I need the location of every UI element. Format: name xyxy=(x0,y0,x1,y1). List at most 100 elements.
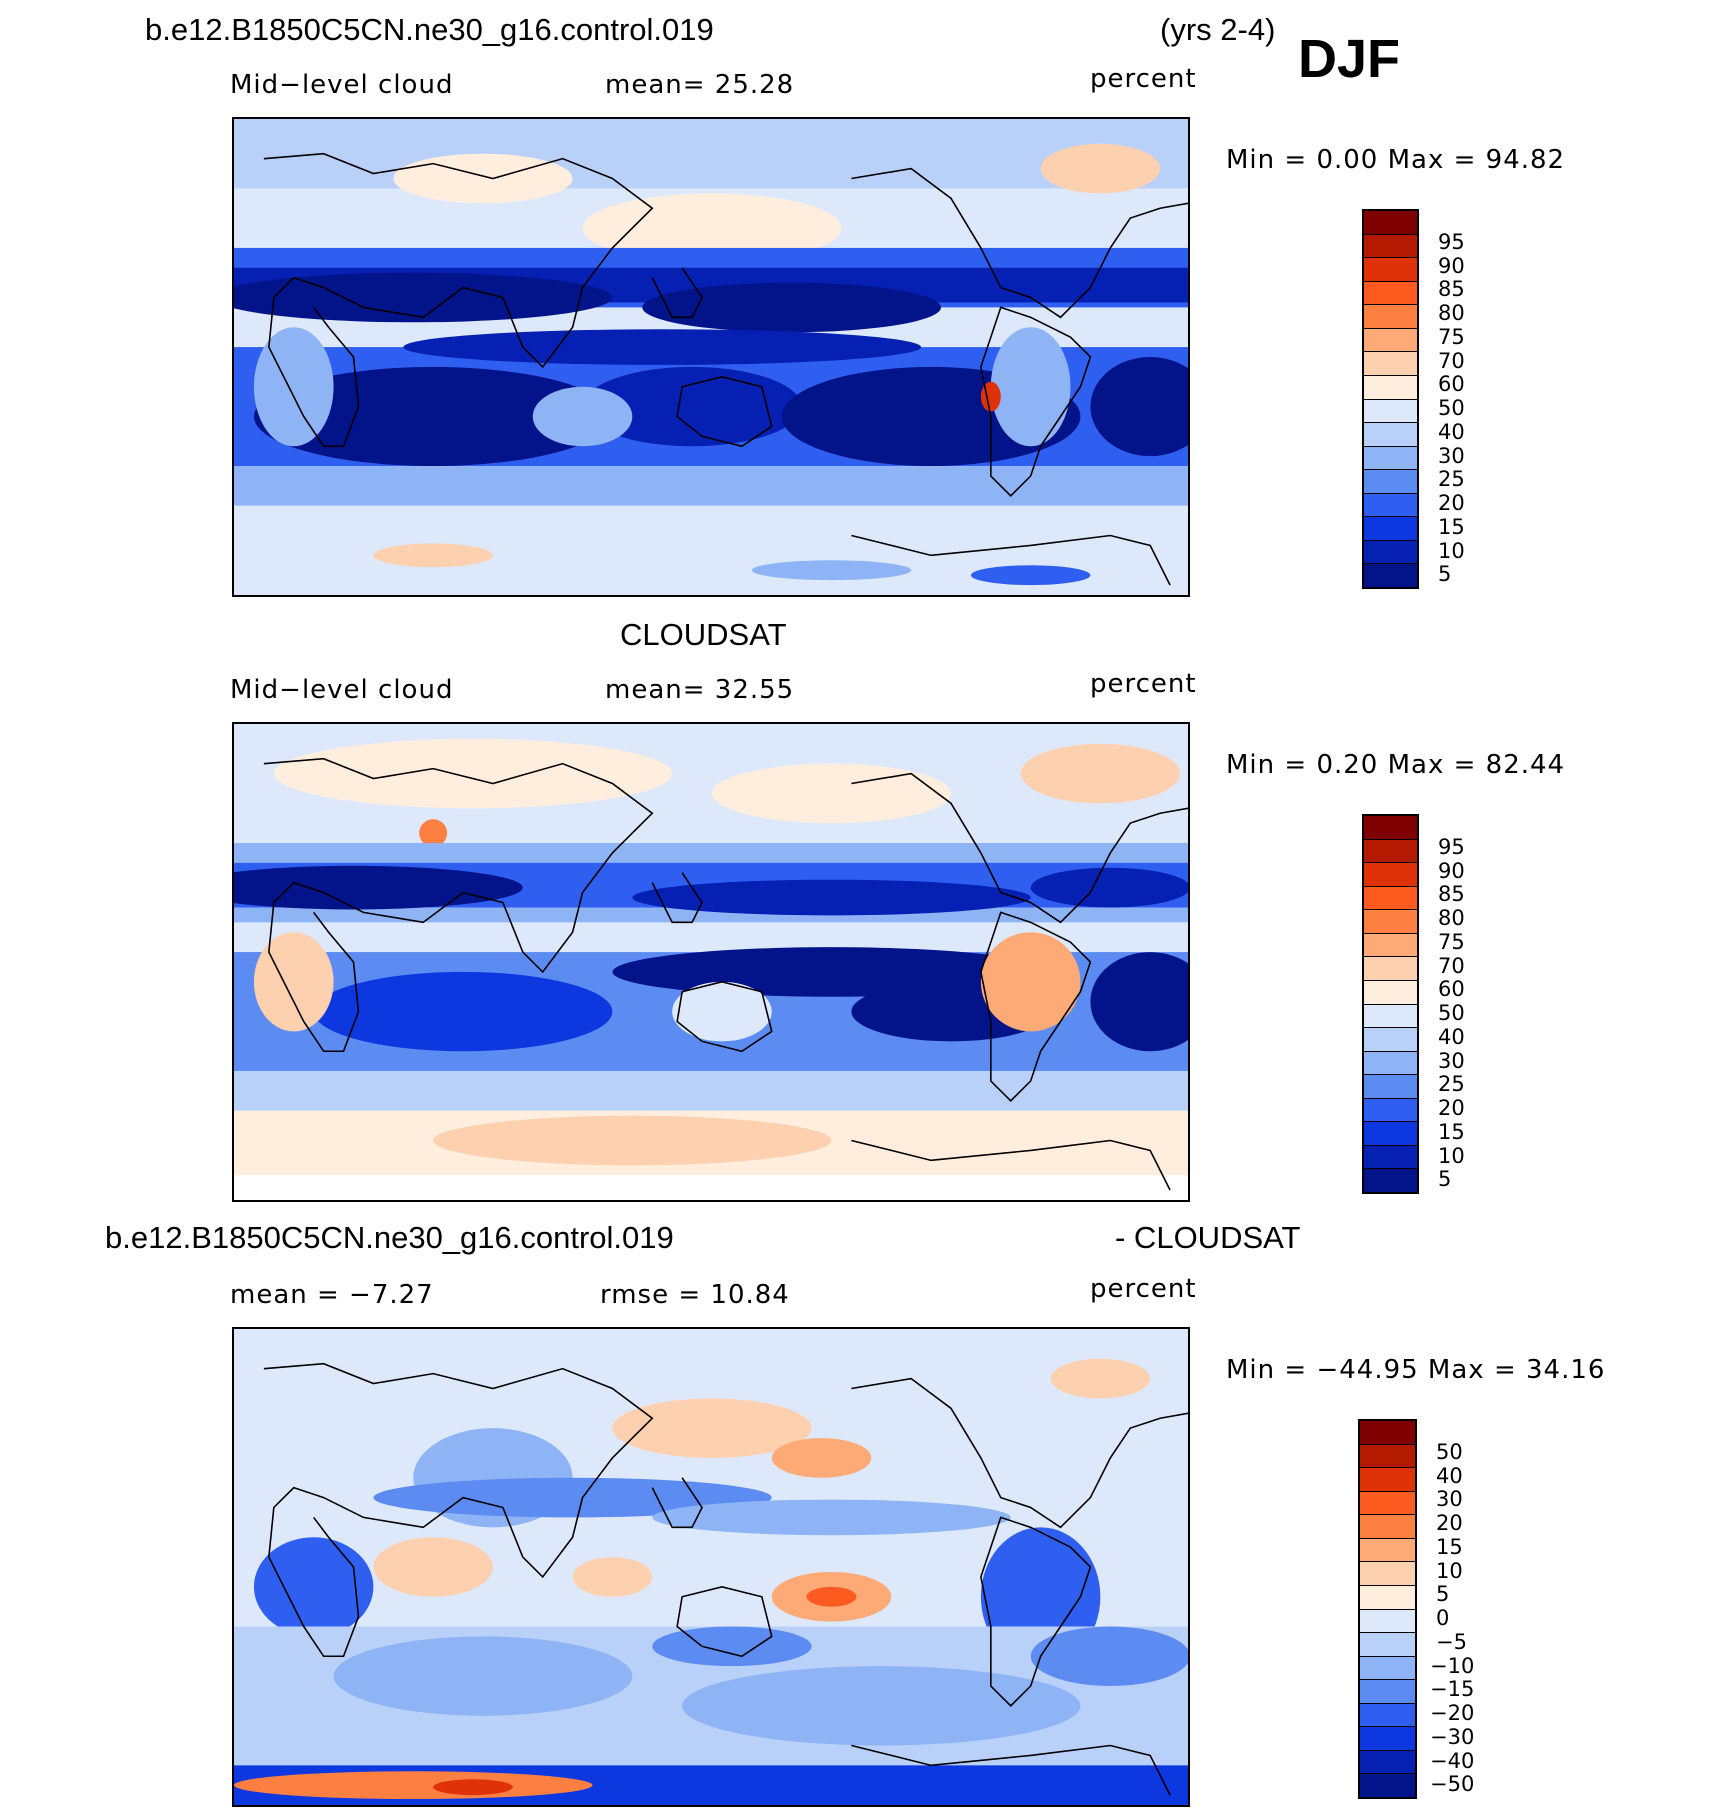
panel1-variable-label: Mid−level cloud xyxy=(230,70,454,100)
colorbar-swatch xyxy=(1364,1122,1417,1146)
colorbar-tick-label: −20 xyxy=(1430,1701,1475,1725)
colorbar-tick-label: 30 xyxy=(1436,1487,1463,1512)
colorbar-swatch xyxy=(1360,1680,1415,1704)
colorbar-swatch xyxy=(1364,980,1417,1005)
colorbar-swatch xyxy=(1364,423,1417,447)
colorbar-swatch xyxy=(1360,1774,1415,1797)
colorbar-tick-label: 40 xyxy=(1438,1024,1465,1049)
panel1-minmax: Min = 0.00 Max = 94.82 xyxy=(1226,145,1566,175)
colorbar-swatch xyxy=(1364,910,1417,934)
colorbar-swatch xyxy=(1364,1098,1417,1123)
colorbar-tick-label: 50 xyxy=(1438,1001,1465,1025)
panel3-colorbar-ticks: 50 40 30 20 15 10 5 0 −5 −10 −15 −20 −30 −40 −50 xyxy=(1430,1429,1500,1809)
colorbar-tick-label: −40 xyxy=(1430,1748,1475,1773)
colorbar-tick-label: 75 xyxy=(1438,324,1465,349)
panel1-colorbar xyxy=(1362,209,1419,589)
colorbar-swatch xyxy=(1360,1468,1415,1492)
colorbar-swatch xyxy=(1364,1075,1417,1099)
colorbar-swatch xyxy=(1360,1491,1415,1516)
case-title: b.e12.B1850C5CN.ne30_g16.control.019 xyxy=(145,12,714,47)
colorbar-swatch xyxy=(1360,1538,1415,1563)
colorbar-tick-label: 10 xyxy=(1436,1558,1463,1583)
colorbar-tick-label: −30 xyxy=(1430,1724,1475,1749)
colorbar-tick-label: 25 xyxy=(1438,467,1465,492)
colorbar-swatch xyxy=(1360,1515,1415,1539)
panel3-minmax: Min = −44.95 Max = 34.16 xyxy=(1226,1355,1606,1385)
panel3-title-right: - CLOUDSAT xyxy=(1115,1220,1301,1255)
colorbar-swatch xyxy=(1364,1004,1417,1029)
colorbar-tick-label: 80 xyxy=(1438,301,1465,325)
panel3-title-left: b.e12.B1850C5CN.ne30_g16.control.019 xyxy=(105,1220,674,1255)
colorbar-tick-label: 5 xyxy=(1436,1582,1450,1607)
colorbar-tick-label: 75 xyxy=(1438,929,1465,954)
colorbar-tick-label: −5 xyxy=(1436,1629,1467,1654)
panel2-map-field xyxy=(234,724,1188,1200)
panel3-units-label: percent xyxy=(1090,1274,1197,1304)
colorbar-swatch xyxy=(1360,1703,1415,1728)
panel1-colorbar-ticks: 95 90 85 80 75 70 60 50 40 30 25 20 15 10 5 xyxy=(1432,219,1492,599)
colorbar-tick-label: 20 xyxy=(1438,1096,1465,1120)
colorbar-swatch xyxy=(1364,305,1417,329)
colorbar-tick-label: 40 xyxy=(1438,419,1465,444)
colorbar-swatch xyxy=(1360,1656,1415,1681)
colorbar-tick-label: 50 xyxy=(1438,396,1465,420)
colorbar-swatch xyxy=(1364,886,1417,911)
colorbar-swatch xyxy=(1364,352,1417,376)
panel3-colorbar xyxy=(1358,1419,1417,1799)
colorbar-tick-label: −50 xyxy=(1430,1772,1475,1797)
colorbar-swatch xyxy=(1364,1145,1417,1170)
panel1-mean-label: mean= 25.28 xyxy=(605,70,795,100)
panel1-units-label: percent xyxy=(1090,64,1197,94)
panel2-title: CLOUDSAT xyxy=(620,617,787,652)
colorbar-swatch xyxy=(1364,863,1417,887)
colorbar-swatch xyxy=(1364,933,1417,958)
colorbar-swatch xyxy=(1364,258,1417,282)
colorbar-tick-label: −10 xyxy=(1430,1653,1475,1678)
colorbar-tick-label: 90 xyxy=(1438,253,1465,278)
years-label: (yrs 2-4) xyxy=(1160,12,1276,47)
colorbar-swatch xyxy=(1364,564,1417,587)
colorbar-tick-label: 15 xyxy=(1436,1534,1463,1559)
colorbar-swatch xyxy=(1364,816,1417,840)
season-label: DJF xyxy=(1298,29,1401,89)
colorbar-tick-label: 90 xyxy=(1438,858,1465,883)
colorbar-swatch xyxy=(1360,1562,1415,1586)
colorbar-tick-label: 20 xyxy=(1438,491,1465,515)
panel2-colorbar xyxy=(1362,814,1419,1194)
colorbar-swatch xyxy=(1360,1727,1415,1751)
colorbar-swatch xyxy=(1360,1633,1415,1657)
colorbar-swatch xyxy=(1360,1750,1415,1775)
panel2-variable-label: Mid−level cloud xyxy=(230,675,454,705)
colorbar-swatch xyxy=(1364,234,1417,259)
colorbar-tick-label: 5 xyxy=(1438,1167,1452,1192)
colorbar-tick-label: 10 xyxy=(1438,1143,1465,1168)
colorbar-swatch xyxy=(1364,540,1417,565)
colorbar-tick-label: 20 xyxy=(1436,1511,1463,1535)
panel1-map xyxy=(232,117,1190,597)
colorbar-swatch xyxy=(1364,1028,1417,1052)
colorbar-swatch xyxy=(1364,493,1417,518)
colorbar-tick-label: 40 xyxy=(1436,1463,1463,1488)
colorbar-swatch xyxy=(1364,517,1417,541)
colorbar-swatch xyxy=(1364,281,1417,306)
colorbar-tick-label: 0 xyxy=(1436,1606,1450,1630)
colorbar-swatch xyxy=(1364,399,1417,424)
panel2-units-label: percent xyxy=(1090,669,1197,699)
colorbar-tick-label: 60 xyxy=(1438,977,1465,1002)
colorbar-swatch xyxy=(1360,1444,1415,1469)
panel2-minmax: Min = 0.20 Max = 82.44 xyxy=(1226,750,1566,780)
colorbar-tick-label: 25 xyxy=(1438,1072,1465,1097)
colorbar-tick-label: 30 xyxy=(1438,443,1465,468)
colorbar-swatch xyxy=(1364,446,1417,471)
colorbar-swatch xyxy=(1364,470,1417,494)
colorbar-tick-label: 70 xyxy=(1438,348,1465,373)
colorbar-tick-label: 95 xyxy=(1438,229,1465,254)
colorbar-tick-label: 70 xyxy=(1438,953,1465,978)
panel1-map-field xyxy=(234,119,1188,595)
panel3-map xyxy=(232,1327,1190,1807)
colorbar-swatch xyxy=(1360,1421,1415,1445)
panel3-rmse-label: rmse = 10.84 xyxy=(600,1280,790,1310)
colorbar-tick-label: 95 xyxy=(1438,834,1465,859)
panel2-mean-label: mean= 32.55 xyxy=(605,675,795,705)
colorbar-swatch xyxy=(1364,1169,1417,1192)
